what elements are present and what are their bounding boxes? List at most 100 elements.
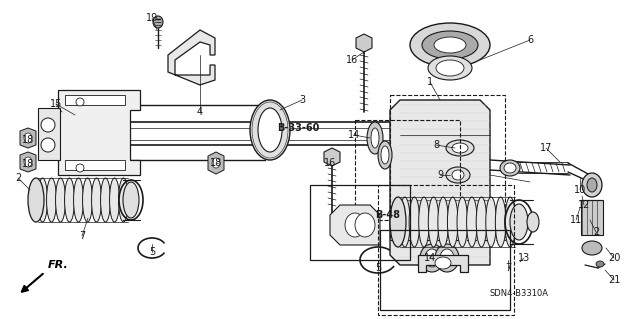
Ellipse shape	[447, 197, 458, 247]
Text: 11: 11	[570, 215, 582, 225]
Text: 8: 8	[433, 140, 439, 150]
Bar	[581, 200, 603, 235]
Bar	[65, 95, 125, 105]
Ellipse shape	[428, 56, 472, 80]
Bar	[378, 185, 514, 315]
Ellipse shape	[212, 158, 220, 168]
Ellipse shape	[390, 197, 406, 247]
Ellipse shape	[24, 133, 32, 143]
Ellipse shape	[587, 178, 597, 192]
Ellipse shape	[378, 141, 392, 169]
Text: SDN4-B3310A: SDN4-B3310A	[490, 290, 549, 299]
Ellipse shape	[452, 170, 464, 180]
Ellipse shape	[457, 197, 468, 247]
Bar	[355, 120, 460, 220]
Ellipse shape	[367, 122, 383, 154]
Ellipse shape	[440, 249, 454, 267]
Ellipse shape	[527, 212, 539, 232]
Text: 13: 13	[518, 253, 530, 263]
Text: 21: 21	[608, 275, 620, 285]
Ellipse shape	[596, 261, 604, 267]
Text: 7: 7	[79, 231, 85, 241]
Bar	[310, 185, 410, 260]
Text: 6: 6	[527, 35, 533, 45]
Text: 9: 9	[437, 170, 443, 180]
Ellipse shape	[381, 146, 389, 164]
Bar	[65, 160, 125, 170]
Ellipse shape	[399, 197, 410, 247]
Text: 14: 14	[348, 130, 360, 140]
Ellipse shape	[452, 143, 468, 153]
Ellipse shape	[428, 197, 439, 247]
Ellipse shape	[100, 178, 111, 222]
Text: 16: 16	[346, 55, 358, 65]
Text: 17: 17	[540, 143, 552, 153]
Ellipse shape	[505, 197, 515, 247]
Ellipse shape	[510, 204, 528, 240]
Ellipse shape	[420, 244, 444, 272]
Text: 4: 4	[197, 107, 203, 117]
Ellipse shape	[65, 178, 74, 222]
Ellipse shape	[118, 178, 129, 222]
Text: 16: 16	[324, 158, 336, 168]
Ellipse shape	[24, 157, 32, 167]
Ellipse shape	[435, 257, 451, 269]
Text: B-48: B-48	[376, 210, 401, 220]
Polygon shape	[208, 152, 224, 174]
Ellipse shape	[92, 178, 102, 222]
Text: FR.: FR.	[48, 260, 68, 270]
Text: 7: 7	[505, 263, 511, 273]
Text: 14: 14	[424, 253, 436, 263]
Text: 10: 10	[574, 185, 586, 195]
Ellipse shape	[74, 178, 83, 222]
Polygon shape	[356, 34, 372, 52]
Polygon shape	[168, 30, 215, 85]
Text: B-33-60: B-33-60	[277, 123, 319, 133]
Ellipse shape	[446, 140, 474, 156]
Text: 12: 12	[578, 200, 590, 210]
Text: 1: 1	[427, 77, 433, 87]
Text: 2: 2	[15, 173, 21, 183]
Ellipse shape	[582, 173, 602, 197]
Ellipse shape	[109, 178, 120, 222]
Ellipse shape	[123, 182, 139, 218]
Text: 3: 3	[299, 95, 305, 105]
Ellipse shape	[486, 197, 496, 247]
Polygon shape	[390, 100, 490, 265]
Ellipse shape	[500, 160, 520, 176]
Ellipse shape	[76, 164, 84, 172]
Ellipse shape	[435, 244, 459, 272]
Ellipse shape	[446, 167, 470, 183]
Ellipse shape	[355, 213, 375, 237]
Polygon shape	[418, 255, 468, 272]
Text: 5: 5	[375, 263, 381, 273]
Text: 18: 18	[22, 135, 34, 145]
Ellipse shape	[153, 16, 163, 28]
Text: 2: 2	[593, 227, 599, 237]
Ellipse shape	[371, 128, 379, 148]
Bar	[390, 95, 505, 240]
Text: 18: 18	[22, 159, 34, 169]
Ellipse shape	[436, 60, 464, 76]
Ellipse shape	[467, 197, 477, 247]
Ellipse shape	[504, 163, 516, 173]
Ellipse shape	[28, 178, 44, 222]
Text: 20: 20	[608, 253, 620, 263]
Ellipse shape	[476, 197, 487, 247]
Text: 15: 15	[50, 99, 62, 109]
Ellipse shape	[76, 98, 84, 106]
Ellipse shape	[250, 100, 290, 160]
Ellipse shape	[83, 178, 92, 222]
Ellipse shape	[422, 31, 478, 59]
Ellipse shape	[419, 197, 429, 247]
Polygon shape	[58, 90, 140, 175]
Ellipse shape	[425, 249, 439, 267]
Ellipse shape	[41, 138, 55, 152]
Polygon shape	[20, 128, 36, 148]
Ellipse shape	[47, 178, 56, 222]
Ellipse shape	[41, 118, 55, 132]
Ellipse shape	[438, 197, 449, 247]
Polygon shape	[38, 108, 60, 160]
Bar	[380, 230, 510, 310]
Polygon shape	[330, 205, 380, 245]
